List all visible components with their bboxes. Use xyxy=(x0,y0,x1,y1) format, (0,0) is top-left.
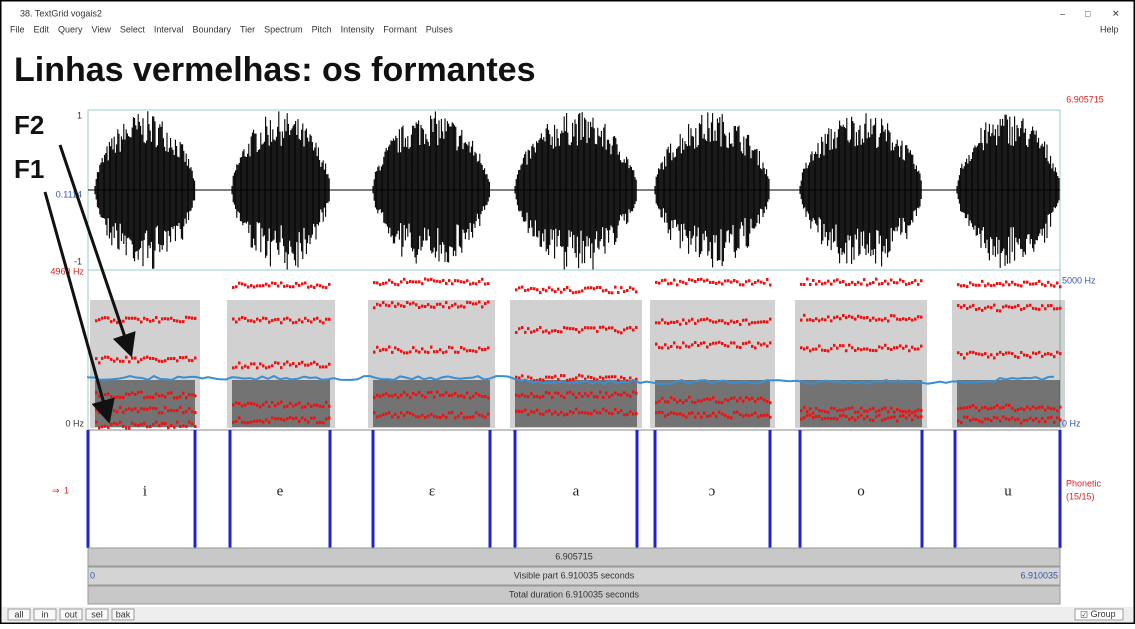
toolbar-button-label: bak xyxy=(116,609,131,619)
visible-start: 0 xyxy=(90,570,95,580)
group-text: Group xyxy=(1091,609,1116,619)
wave-top: 1 xyxy=(77,110,82,120)
menu-help[interactable]: Help xyxy=(1100,24,1119,34)
segment-label[interactable]: i xyxy=(143,483,147,499)
segment-label[interactable]: a xyxy=(573,483,580,499)
praat-window: 38. TextGrid vogais2 – □ ✕ File Edit Query… xyxy=(0,0,1135,624)
wave-bottom: -1 xyxy=(74,256,82,266)
toolbar-button-label: all xyxy=(14,609,23,619)
menu-item[interactable]: Boundary xyxy=(192,24,231,34)
toolbar-button-label: sel xyxy=(91,609,103,619)
heading: Linhas vermelhas: os formantes xyxy=(14,51,536,89)
toolbar-button-label: out xyxy=(65,609,78,619)
tier-name: Phonetic xyxy=(1066,478,1102,488)
cursor-bar-label: 6.905715 xyxy=(555,551,593,561)
cursor-time: 6.905715 xyxy=(1066,94,1104,104)
annotation-f2: F2 xyxy=(14,110,44,140)
annotation-f1: F1 xyxy=(14,154,44,184)
close[interactable]: ✕ xyxy=(1112,8,1120,18)
page: 38. TextGrid vogais2 – □ ✕ File Edit Query… xyxy=(0,0,1135,624)
spectrogram-band xyxy=(373,380,490,427)
menu-item[interactable]: Query xyxy=(58,24,83,34)
menu-item[interactable]: Edit xyxy=(34,24,50,34)
toolbar xyxy=(2,607,1133,622)
menu-item[interactable]: Spectrum xyxy=(264,24,303,34)
menu-item[interactable]: Pulses xyxy=(426,24,454,34)
tier-arrow: ⇒ xyxy=(52,485,60,495)
tier-count: (15/15) xyxy=(1066,491,1095,501)
menu-item[interactable]: Formant xyxy=(383,24,417,34)
segment-label[interactable]: ɛ xyxy=(429,483,435,499)
spectrogram-band xyxy=(655,380,770,427)
menu-item[interactable]: Select xyxy=(120,24,146,34)
menu-item[interactable]: Interval xyxy=(154,24,184,34)
menu-item[interactable]: Intensity xyxy=(341,24,375,34)
maximize[interactable]: □ xyxy=(1085,8,1091,18)
spectrogram-band xyxy=(95,380,195,427)
window-title: 38. TextGrid vogais2 xyxy=(20,8,102,18)
group-label: ☑ Group xyxy=(1080,609,1116,619)
toolbar-button-label: in xyxy=(41,609,48,619)
segment-label[interactable]: ɔ xyxy=(709,483,716,499)
spec-right-top: 5000 Hz xyxy=(1062,275,1096,285)
segment-label[interactable]: u xyxy=(1004,483,1012,499)
minimize[interactable]: – xyxy=(1060,8,1065,18)
menu-item[interactable]: Pitch xyxy=(312,24,332,34)
spectrogram-band xyxy=(515,380,637,427)
spec-left-bottom: 0 Hz xyxy=(65,418,84,428)
visible-end: 6.910035 xyxy=(1020,570,1058,580)
menu-item[interactable]: Tier xyxy=(240,24,255,34)
menu-item[interactable]: File xyxy=(10,24,25,34)
spectrogram-band xyxy=(800,380,922,427)
visible-label: Visible part 6.910035 seconds xyxy=(514,570,635,580)
segment-label[interactable]: e xyxy=(277,483,284,499)
menu-item[interactable]: View xyxy=(92,24,112,34)
spec-right-bottom: 0 Hz xyxy=(1062,418,1081,428)
total-label: Total duration 6.910035 seconds xyxy=(509,589,640,599)
tier-number: 1 xyxy=(64,485,69,495)
segment-label[interactable]: o xyxy=(857,483,865,499)
